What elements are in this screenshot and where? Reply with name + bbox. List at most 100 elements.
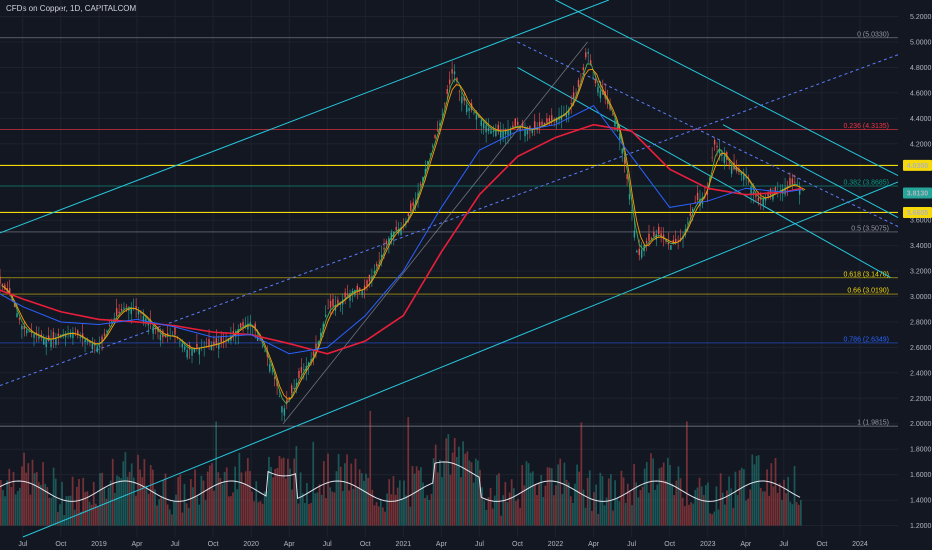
fib-level-label: 0.5 (3.5075) — [851, 225, 889, 232]
candle-body — [125, 306, 128, 308]
volume-bar — [544, 485, 547, 526]
candle-body — [77, 330, 79, 336]
y-tick-label: 3.2000 — [910, 269, 932, 276]
candle-body — [453, 71, 456, 75]
volume-bar — [561, 493, 564, 526]
candle-body — [531, 129, 534, 134]
volume-bar — [54, 478, 57, 526]
x-tick-label: Oct — [664, 541, 675, 548]
y-tick-label: 5.2000 — [910, 14, 932, 21]
volume-bar — [603, 505, 606, 526]
volume-bar — [743, 469, 745, 526]
volume-bar — [44, 483, 47, 526]
volume-bar — [244, 471, 247, 526]
candle-body — [769, 188, 772, 196]
candle-body — [115, 308, 118, 316]
candle-body — [444, 103, 446, 105]
volume-bar — [132, 477, 135, 526]
candle-body — [730, 166, 733, 174]
candle-body — [271, 371, 273, 372]
volume-bar — [208, 465, 211, 526]
volume-bar — [196, 496, 199, 526]
volume-bar — [772, 486, 775, 526]
price-badge-label: 3.6605 — [907, 210, 929, 217]
volume-bar — [605, 497, 608, 526]
volume-bar — [409, 506, 412, 526]
volume-bar — [622, 477, 625, 526]
volume-bar — [61, 481, 63, 526]
volume-bar — [200, 475, 203, 526]
y-tick-label: 3.0000 — [910, 294, 932, 301]
volume-bar — [12, 471, 15, 526]
candle-body — [84, 339, 86, 343]
y-tick-label: 3.6000 — [910, 218, 932, 225]
candle-body — [711, 157, 713, 158]
volume-bar — [783, 479, 785, 526]
volume-bar — [428, 500, 431, 526]
candle-body — [351, 290, 354, 293]
volume-bar — [768, 495, 771, 526]
volume-bar — [677, 466, 680, 526]
candle-body — [575, 91, 577, 93]
candle-body — [210, 345, 213, 350]
volume-bar — [582, 489, 585, 526]
candle-body — [655, 234, 657, 240]
candle-body — [514, 118, 516, 126]
volume-bar — [23, 452, 25, 526]
candle-body — [517, 121, 519, 125]
volume-bar — [59, 504, 61, 526]
grid — [0, 0, 898, 537]
candle-body — [45, 339, 47, 348]
volume-bar — [618, 501, 621, 526]
candle-body — [589, 60, 592, 65]
candle-body — [259, 340, 261, 341]
volume-bar — [348, 490, 350, 526]
volume-bar — [681, 497, 684, 526]
volume-bar — [0, 480, 2, 526]
volume-bar — [333, 492, 336, 526]
candle-body — [577, 80, 580, 87]
volume-bar — [4, 496, 6, 526]
volume-bar — [620, 470, 623, 526]
fib-level-label: 0.236 (4.3135) — [843, 123, 889, 130]
candle-body — [368, 274, 371, 282]
volume-bar — [2, 489, 4, 526]
volume-bar — [770, 463, 773, 526]
candle-body — [555, 117, 558, 123]
volume-bar — [654, 489, 657, 526]
volume-bar — [310, 502, 313, 526]
candle-body — [565, 112, 568, 118]
volume-bar — [105, 498, 108, 526]
candle-body — [137, 310, 140, 315]
candle-body — [740, 173, 743, 175]
volume-bar — [170, 514, 173, 526]
volume-bar — [694, 489, 697, 526]
candle-body — [614, 120, 616, 127]
channel-line — [0, 0, 609, 234]
candle-body — [487, 127, 490, 132]
volume-bar — [272, 477, 275, 526]
y-tick-label: 4.4000 — [910, 116, 932, 123]
candle-body — [796, 184, 798, 185]
volume-bar — [707, 482, 709, 526]
candle-body — [696, 192, 699, 200]
candle-body — [79, 336, 81, 338]
volume-bar — [633, 464, 635, 526]
volume-bar — [470, 462, 473, 526]
volume-bar — [468, 460, 471, 526]
volume-bar — [75, 486, 78, 526]
volume-bar — [303, 502, 306, 526]
candle-body — [50, 339, 52, 348]
volume-bar — [88, 501, 91, 526]
x-tick-label: Jul — [323, 541, 332, 548]
candle-body — [64, 333, 67, 338]
candle-body — [640, 250, 643, 258]
volume-bar — [675, 480, 678, 526]
candle-body — [33, 334, 35, 338]
volume-bar — [483, 500, 486, 526]
volume-bar — [800, 500, 802, 526]
volume-bar — [593, 492, 595, 526]
volume-bar — [346, 454, 348, 526]
volume-bar — [599, 472, 602, 526]
